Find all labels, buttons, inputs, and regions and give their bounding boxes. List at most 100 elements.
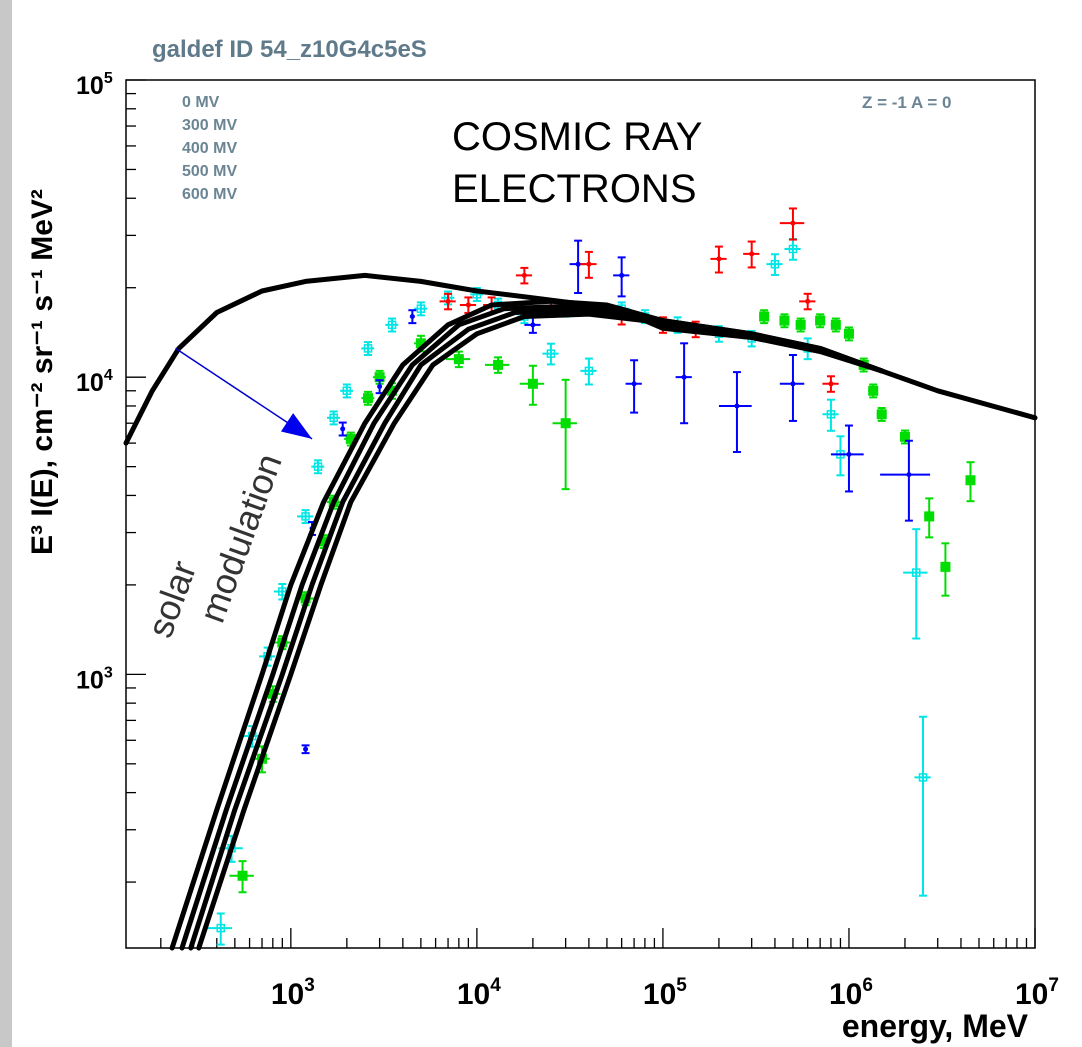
y-tick-label: 103 <box>76 664 113 694</box>
marker <box>318 536 329 547</box>
marker <box>924 511 935 522</box>
y-tick-label: 105 <box>76 70 113 100</box>
marker <box>790 220 796 226</box>
data-point <box>766 253 783 276</box>
marker <box>416 304 426 313</box>
legend-entry: 400 MV <box>182 140 237 157</box>
data-point <box>297 509 314 525</box>
data-point <box>795 317 806 333</box>
data-point <box>965 461 976 503</box>
axis-ticks <box>126 79 1036 948</box>
data-point <box>710 245 727 274</box>
marker <box>345 433 356 444</box>
corner-label: Z = -1 A = 0 <box>862 93 951 112</box>
marker <box>445 298 451 304</box>
data-point <box>799 292 816 311</box>
model-curve <box>169 298 885 951</box>
data-point <box>361 390 375 406</box>
x-axis-title: energy, MeV <box>842 1008 1029 1044</box>
marker <box>342 386 352 396</box>
marker <box>527 378 538 389</box>
marker <box>584 366 594 376</box>
marker <box>795 319 806 330</box>
arrow-head <box>280 413 313 439</box>
marker <box>846 451 852 457</box>
marker <box>899 431 910 442</box>
marker <box>301 512 310 521</box>
marker <box>681 374 687 380</box>
data-point <box>439 292 456 311</box>
data-point <box>830 317 841 333</box>
marker <box>278 587 287 596</box>
data-point <box>580 250 597 279</box>
data-point <box>903 528 928 640</box>
marker <box>770 259 780 269</box>
data-point <box>372 369 386 385</box>
x-tick-label: 103 <box>271 975 315 1011</box>
x-tick-label: 107 <box>1015 975 1059 1011</box>
data-point <box>675 342 692 425</box>
legend-entry: 0 MV <box>182 94 220 111</box>
marker <box>409 314 415 320</box>
marker <box>267 688 278 699</box>
data-point <box>940 542 951 597</box>
marker <box>560 418 571 429</box>
plot-frame <box>125 79 1036 949</box>
marker <box>465 302 471 308</box>
data-point <box>569 239 586 294</box>
marker <box>619 272 625 278</box>
marker <box>940 561 951 572</box>
marker <box>313 462 323 471</box>
data-point <box>515 266 533 285</box>
data-point <box>914 715 931 897</box>
marker <box>387 320 397 330</box>
marker <box>387 385 398 396</box>
marker <box>631 381 637 387</box>
data-point <box>876 407 887 422</box>
data-point <box>361 341 375 356</box>
chart-title: galdef ID 54_z10G4c5eS <box>152 36 427 63</box>
marker <box>843 328 854 339</box>
data-point <box>338 421 347 437</box>
marker <box>876 409 887 420</box>
data-point <box>625 359 642 414</box>
data-point <box>445 350 471 369</box>
marker <box>830 319 841 330</box>
data-point <box>326 410 340 426</box>
legend-entry: 300 MV <box>182 117 237 134</box>
data-point <box>552 378 577 491</box>
marker <box>340 426 346 432</box>
data-point <box>843 326 854 342</box>
data-point <box>613 256 630 298</box>
data-point <box>880 439 931 522</box>
marker <box>749 251 755 257</box>
marker <box>530 322 536 328</box>
marker <box>575 261 581 267</box>
marker <box>906 472 912 478</box>
model-curve <box>196 311 885 951</box>
marker <box>828 381 834 387</box>
data-point <box>301 744 310 755</box>
marker <box>493 359 504 370</box>
legend: 0 MV 300 MV 400 MV 500 MV 600 MV <box>182 94 237 203</box>
marker <box>759 311 770 322</box>
marker <box>788 244 798 254</box>
x-axis-label: energy, MeV <box>842 1008 1029 1044</box>
marker <box>546 349 556 358</box>
data-point <box>519 364 545 406</box>
data-point <box>340 383 354 399</box>
marker <box>363 393 374 404</box>
marker <box>965 475 976 486</box>
marker <box>805 298 811 304</box>
data-point <box>542 342 559 366</box>
marker <box>453 354 464 365</box>
modulation-arrow <box>175 347 313 440</box>
data-point <box>868 383 879 399</box>
plot-area <box>125 79 1036 949</box>
marker <box>790 381 796 387</box>
model-curves <box>123 272 1038 951</box>
data-point <box>580 357 597 386</box>
marker <box>918 773 928 782</box>
marker <box>237 870 248 881</box>
